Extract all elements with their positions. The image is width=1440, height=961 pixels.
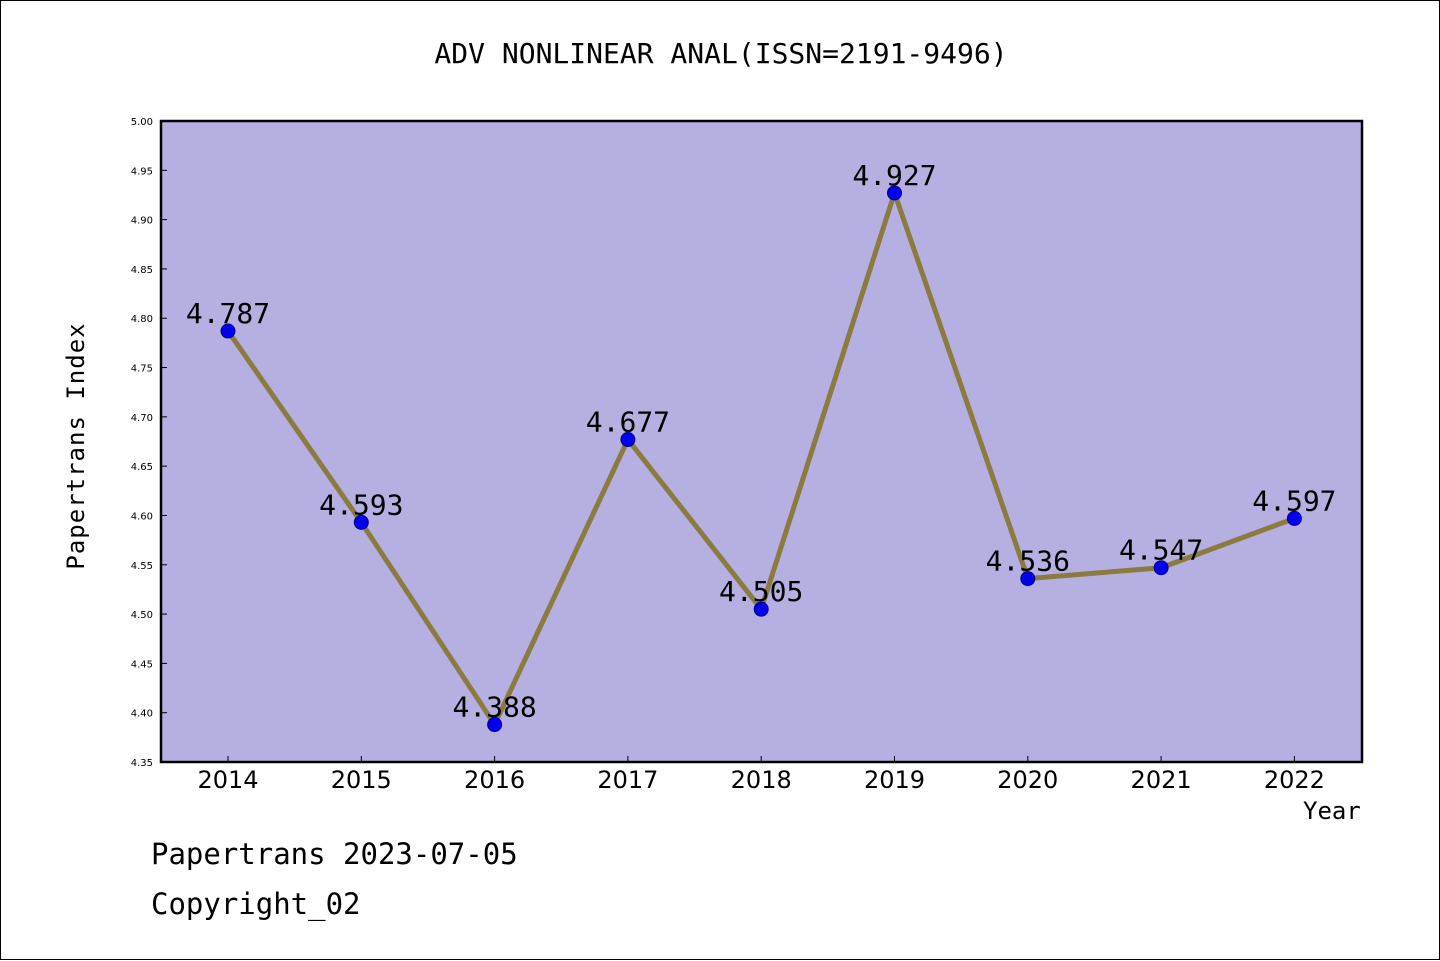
y-tick-label: 4.65 bbox=[131, 462, 153, 473]
y-tick-label: 4.35 bbox=[131, 758, 153, 769]
plot-background bbox=[161, 121, 1362, 762]
x-tick-label: 2022 bbox=[1264, 766, 1325, 794]
x-tick-label: 2021 bbox=[1131, 766, 1192, 794]
data-point bbox=[220, 323, 236, 339]
y-tick-label: 4.95 bbox=[131, 166, 153, 177]
data-point bbox=[353, 514, 369, 530]
plot-border bbox=[159, 119, 1364, 764]
x-tick-label: 2018 bbox=[731, 766, 792, 794]
y-tick-label: 4.40 bbox=[131, 709, 153, 720]
data-label: 4.505 bbox=[719, 575, 803, 608]
y-tick-label: 4.70 bbox=[131, 413, 153, 424]
y-tick-label: 4.90 bbox=[131, 216, 153, 227]
y-tick-label: 4.85 bbox=[131, 265, 153, 276]
x-tick-label: 2019 bbox=[864, 766, 925, 794]
data-label: 4.677 bbox=[586, 406, 670, 439]
x-tick-label: 2015 bbox=[331, 766, 392, 794]
data-label: 4.927 bbox=[852, 159, 936, 192]
y-tick-label: 5.00 bbox=[131, 117, 153, 128]
x-tick-label: 2017 bbox=[597, 766, 658, 794]
data-label: 4.787 bbox=[186, 297, 270, 330]
data-label: 4.536 bbox=[986, 545, 1070, 578]
x-tick-label: 2016 bbox=[464, 766, 525, 794]
footer-copyright: Copyright_02 bbox=[151, 887, 361, 921]
data-label: 4.388 bbox=[452, 691, 536, 724]
x-axis-label: Year bbox=[1303, 797, 1361, 825]
data-label: 4.597 bbox=[1252, 484, 1336, 517]
y-tick-label: 4.50 bbox=[131, 610, 153, 621]
y-tick-label: 4.80 bbox=[131, 314, 153, 325]
chart-title: ADV NONLINEAR ANAL(ISSN=2191-9496) bbox=[434, 37, 1008, 70]
data-point bbox=[887, 185, 902, 201]
y-tick-label: 4.60 bbox=[131, 511, 153, 522]
data-point bbox=[620, 432, 636, 448]
data-point bbox=[1286, 510, 1302, 526]
y-tick-label: 4.55 bbox=[131, 561, 153, 572]
data-label: 4.593 bbox=[319, 488, 403, 521]
y-tick-label: 4.75 bbox=[131, 364, 153, 375]
x-tick-label: 2020 bbox=[997, 766, 1058, 794]
data-point bbox=[1153, 560, 1169, 576]
x-tick-label: 2014 bbox=[197, 766, 258, 794]
data-label: 4.547 bbox=[1119, 534, 1203, 567]
footer-date: Papertrans 2023-07-05 bbox=[151, 837, 518, 871]
data-point bbox=[487, 717, 503, 733]
data-point bbox=[753, 601, 769, 617]
y-tick-label: 4.45 bbox=[131, 659, 153, 670]
data-point bbox=[1020, 571, 1036, 587]
